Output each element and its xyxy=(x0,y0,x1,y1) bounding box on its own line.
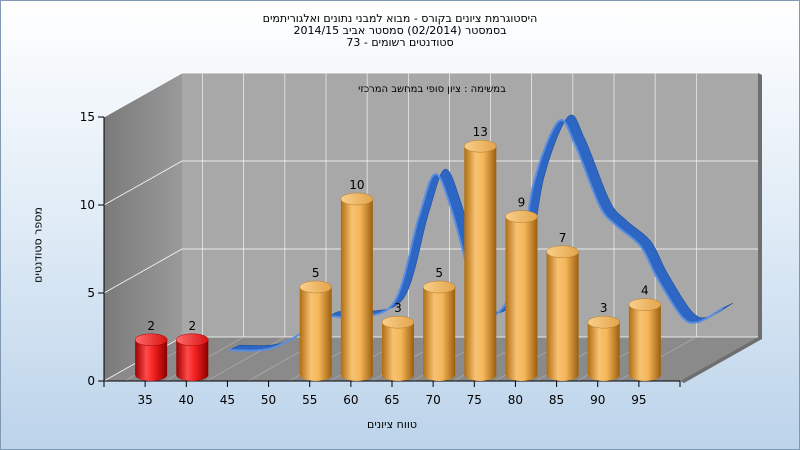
bar-value-label: 2 xyxy=(188,319,196,333)
bar-value-label: 3 xyxy=(600,301,608,315)
bar xyxy=(587,315,620,381)
bar-top xyxy=(299,280,332,294)
y-tick-label: 5 xyxy=(87,286,95,300)
y-tick-label: 15 xyxy=(80,110,95,124)
bar-top xyxy=(628,298,662,311)
x-tick-label: 60 xyxy=(343,393,358,407)
bar-value-label: 10 xyxy=(349,178,364,192)
bar xyxy=(381,315,415,381)
chart-title-semester: בסמסטר (02/2014) סמסטר אביב 2014/15 xyxy=(293,24,507,37)
x-tick-label: 70 xyxy=(426,393,441,407)
chart-title: היסטוגרמת ציונים בקורס - מבוא למבני נתונ… xyxy=(262,12,538,25)
bar-value-label: 5 xyxy=(312,266,320,280)
bar-body xyxy=(299,287,332,381)
bar-body xyxy=(505,216,538,381)
bar-value-label: 4 xyxy=(641,284,649,298)
bar xyxy=(464,139,497,381)
bar-value-label: 13 xyxy=(473,125,488,139)
x-axis-title: טווח ציונים xyxy=(367,418,417,431)
bar-body xyxy=(464,146,497,381)
bar xyxy=(505,210,538,381)
bar-body xyxy=(340,199,373,381)
x-tick-label: 65 xyxy=(384,393,399,407)
gridline-y xyxy=(103,160,758,206)
x-tick-label: 95 xyxy=(631,393,646,407)
bar-value-label: 2 xyxy=(147,319,155,333)
x-tick-label: 40 xyxy=(179,393,194,407)
bar-top xyxy=(587,315,620,329)
chart-subtitle: במשימה : ציון סופי במחשב המרכזי xyxy=(358,84,506,95)
x-tick-label: 90 xyxy=(590,393,605,407)
bar-body xyxy=(587,322,620,381)
bar-top xyxy=(381,315,415,329)
bar-value-label: 3 xyxy=(394,301,402,315)
bar-body xyxy=(382,322,414,381)
bar xyxy=(134,333,168,381)
x-tick-label: 45 xyxy=(220,393,235,407)
y-axis-title: מספר סטודנטים xyxy=(31,207,45,283)
bar xyxy=(546,245,579,381)
bar-value-label: 9 xyxy=(518,196,526,210)
bar-top xyxy=(176,333,209,347)
bar-top xyxy=(422,280,456,294)
bar-body xyxy=(628,304,661,381)
bar xyxy=(340,192,374,381)
chart-title-enrolled: סטודנטים רשומים - 73 xyxy=(346,36,454,49)
bar-body xyxy=(176,339,209,381)
x-tick-label: 55 xyxy=(302,393,317,407)
x-tick-label: 85 xyxy=(549,393,564,407)
x-tick-label: 50 xyxy=(261,393,276,407)
x-tick-label: 75 xyxy=(467,393,482,407)
chart-side-wall xyxy=(104,73,182,381)
bar xyxy=(422,280,456,381)
bar-top xyxy=(134,333,168,347)
bar-top xyxy=(464,139,497,153)
x-tick-label: 35 xyxy=(138,393,153,407)
bar-body xyxy=(135,339,168,381)
gridline-y xyxy=(103,72,758,118)
y-tick-label: 0 xyxy=(87,374,95,388)
y-tick-label: 10 xyxy=(80,198,95,212)
bar-value-label: 7 xyxy=(559,231,567,245)
bar-value-label: 5 xyxy=(435,266,443,280)
bar-top xyxy=(546,245,579,259)
bar xyxy=(628,298,662,381)
bar-body xyxy=(423,287,456,381)
bar xyxy=(299,280,332,381)
bar-top xyxy=(505,210,538,223)
x-tick-label: 80 xyxy=(508,393,523,407)
bar xyxy=(176,333,209,381)
bar-top xyxy=(340,192,374,206)
floor-line xyxy=(206,336,286,382)
bar-body xyxy=(546,251,579,381)
